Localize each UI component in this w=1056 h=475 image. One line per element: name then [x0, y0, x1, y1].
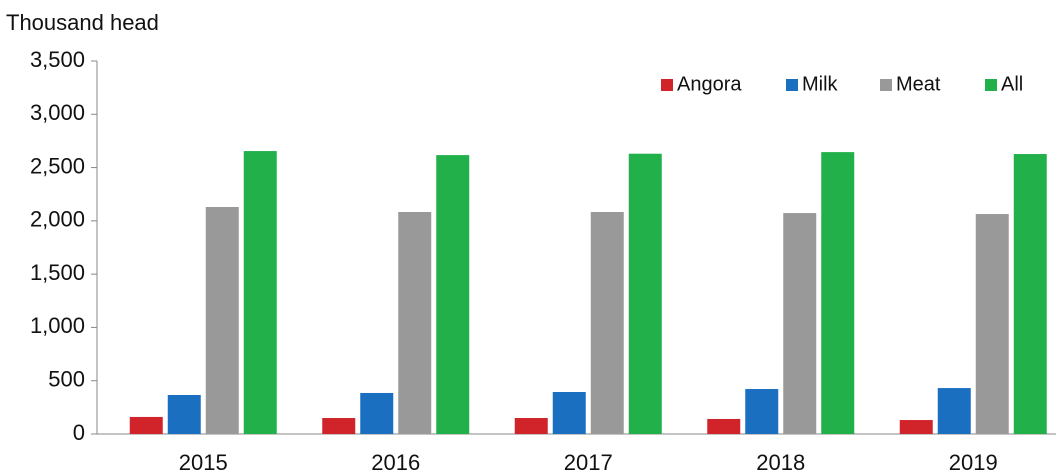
- bar: [514, 418, 548, 434]
- bar: [129, 416, 163, 434]
- legend-label: All: [1001, 73, 1023, 95]
- legend-label: Angora: [677, 73, 742, 95]
- y-tick-label: 2,500: [30, 153, 85, 178]
- legend-label: Milk: [802, 73, 839, 95]
- x-tick-label: 2016: [371, 450, 420, 475]
- legend-swatch: [661, 79, 673, 91]
- x-tick-label: 2019: [949, 450, 998, 475]
- x-tick-label: 2017: [564, 450, 613, 475]
- bar: [590, 212, 624, 434]
- y-tick-label: 0: [73, 420, 85, 445]
- legend-swatch: [880, 79, 892, 91]
- y-tick-label: 2,000: [30, 207, 85, 232]
- bar: [360, 392, 394, 434]
- legend-swatch: [985, 79, 997, 91]
- bar: [436, 155, 470, 434]
- bar: [398, 212, 432, 434]
- bar: [322, 418, 356, 434]
- legend-swatch: [786, 79, 798, 91]
- bar: [205, 207, 239, 434]
- bar: [783, 213, 817, 434]
- bar: [821, 152, 855, 434]
- y-tick-label: 1,500: [30, 260, 85, 285]
- bar: [552, 392, 586, 434]
- bar: [975, 214, 1009, 434]
- bar: [707, 418, 741, 434]
- y-axis-label: Thousand head: [6, 10, 159, 35]
- bar: [628, 153, 662, 434]
- bar: [243, 151, 277, 434]
- bar: [1013, 154, 1047, 434]
- x-tick-label: 2018: [756, 450, 805, 475]
- bar: [937, 388, 971, 434]
- y-tick-label: 1,000: [30, 313, 85, 338]
- y-tick-label: 500: [48, 367, 85, 392]
- bar: [167, 394, 201, 434]
- y-tick-label: 3,000: [30, 100, 85, 125]
- bar: [745, 389, 779, 434]
- legend-label: Meat: [896, 73, 941, 95]
- x-tick-label: 2015: [179, 450, 228, 475]
- y-tick-label: 3,500: [30, 47, 85, 72]
- bar: [899, 420, 933, 434]
